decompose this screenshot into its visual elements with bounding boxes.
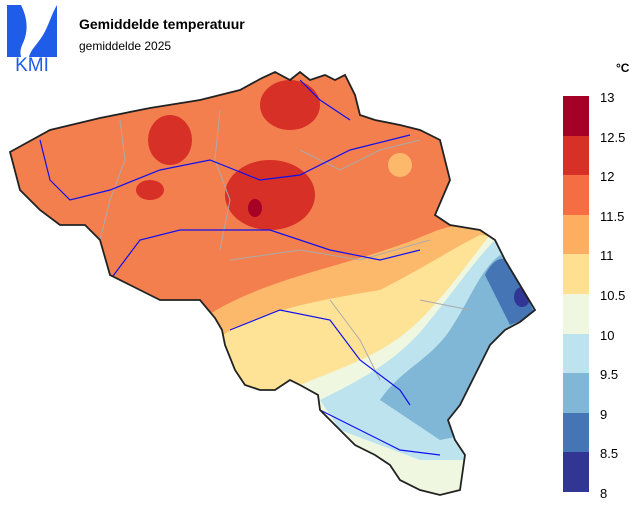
legend-band (563, 452, 589, 492)
map-title: Gemiddelde temperatuur (79, 16, 245, 32)
legend-tick-label: 8 (600, 486, 608, 501)
temperature-map (9, 71, 536, 496)
legend-band (563, 96, 589, 136)
rivers (39, 79, 441, 456)
legend-tick-label: 11.5 (600, 208, 625, 224)
legend-band (563, 135, 589, 176)
color-legend (563, 96, 589, 492)
map-subtitle: gemiddelde 2025 (79, 39, 172, 53)
legend-tick-label: 9 (600, 406, 608, 422)
legend-band (563, 373, 589, 413)
legend-tick-label: 9.5 (600, 367, 619, 383)
legend-tick-label: 8.5 (600, 446, 619, 462)
zone-8.5-9 (485, 258, 535, 325)
zone-12-12.5 (136, 180, 164, 200)
province-boundaries (99, 109, 471, 381)
legend-tick-label: 12.5 (600, 129, 626, 145)
legend-band (563, 254, 589, 294)
legend-tick-label: 10.5 (600, 288, 626, 303)
zone-12-12.5 (260, 80, 320, 130)
zone-12-12.5 (148, 115, 192, 165)
legend-tick-label: 11 (600, 248, 614, 264)
kmi-logo: KMI (7, 5, 57, 72)
legend-band (563, 412, 589, 453)
legend-band (563, 175, 589, 215)
svg-text:KMI: KMI (15, 55, 49, 72)
legend-unit: °C (616, 61, 630, 75)
legend-band (563, 293, 589, 334)
legend-band (563, 333, 589, 374)
zone-12-12.5 (225, 160, 315, 230)
legend-band (563, 214, 589, 255)
legend-tick-label: 10 (600, 327, 615, 343)
legend-tick-label: 12 (600, 169, 615, 185)
zone-11-11.5 (388, 153, 412, 177)
legend-tick-label: 13 (600, 90, 615, 105)
zone-12.5-13 (248, 199, 262, 217)
